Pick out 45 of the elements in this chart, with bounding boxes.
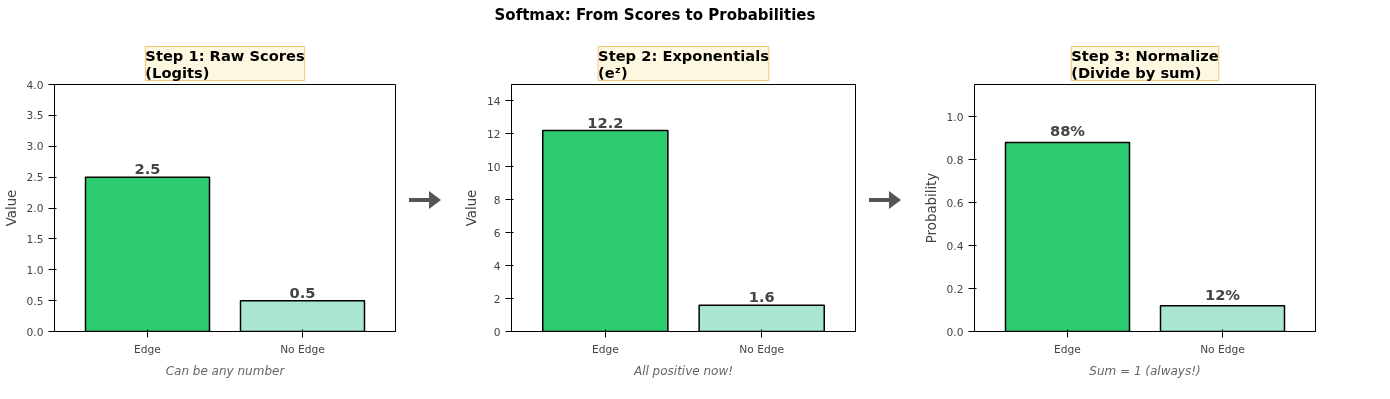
- y-tick-label: 0.0: [26, 325, 44, 339]
- x-tick-label: Edge: [1054, 342, 1081, 356]
- x-tick-label: No Edge: [739, 342, 785, 356]
- x-tick-label: No Edge: [1200, 342, 1245, 356]
- y-tick-label: 0.6: [946, 196, 964, 210]
- y-tick-label: 12: [486, 127, 501, 141]
- y-tick-label: 14: [486, 94, 501, 108]
- y-tick-label: 0.4: [946, 239, 964, 253]
- y-tick-label: 3.0: [26, 140, 44, 154]
- y-tick-label: 2.0: [26, 202, 44, 215]
- data-label: 2.5: [134, 160, 161, 178]
- x-axis-title: Can be any number: [165, 363, 286, 378]
- y-tick-label: 0.0: [946, 325, 964, 339]
- y-tick-label: 4: [493, 259, 501, 273]
- y-tick-label: 3.5: [26, 109, 44, 123]
- data-label: 88%: [1049, 122, 1086, 140]
- y-axis-title: Value: [463, 189, 479, 227]
- y-tick-label: 0.5: [26, 294, 44, 308]
- y-tick-label: 10: [486, 160, 501, 174]
- x-axis-title: All positive now!: [632, 363, 734, 378]
- x-tick-label: No Edge: [280, 342, 325, 356]
- text: Softmax: From Scores to Probabilities: [493, 5, 817, 26]
- x-axis-title: Sum = 1 (always!): [1089, 363, 1201, 378]
- chart-title: Step 1: Raw Scores (Logits): [145, 46, 305, 81]
- data-label: 1.6: [748, 288, 775, 306]
- y-tick-label: 4.0: [26, 78, 44, 92]
- chart-title: Step 3: Normalize (Divide by sum): [1071, 46, 1219, 81]
- y-tick-label: 1.0: [946, 110, 964, 124]
- x-tick-label: Edge: [134, 342, 161, 356]
- y-tick-label: 6: [493, 226, 501, 240]
- y-tick-label: 0.2: [946, 282, 964, 296]
- y-tick-label: 8: [493, 193, 501, 207]
- chart-title: Step 2: Exponentials (eᶻ): [598, 46, 770, 81]
- y-tick-label: 0.8: [946, 153, 964, 167]
- y-axis-title: Value: [3, 189, 19, 227]
- y-axis-title: Probability: [923, 172, 939, 244]
- y-tick-label: 1.0: [26, 263, 44, 277]
- data-label: 12%: [1204, 285, 1241, 303]
- data-label: 0.5: [289, 283, 316, 301]
- y-tick-label: 2: [493, 292, 501, 306]
- x-tick-label: Edge: [591, 342, 619, 356]
- y-tick-label: 0: [493, 325, 501, 339]
- y-tick-label: 1.5: [26, 232, 44, 246]
- y-tick-label: 2.5: [26, 171, 44, 185]
- data-label: 12.2: [587, 113, 624, 131]
